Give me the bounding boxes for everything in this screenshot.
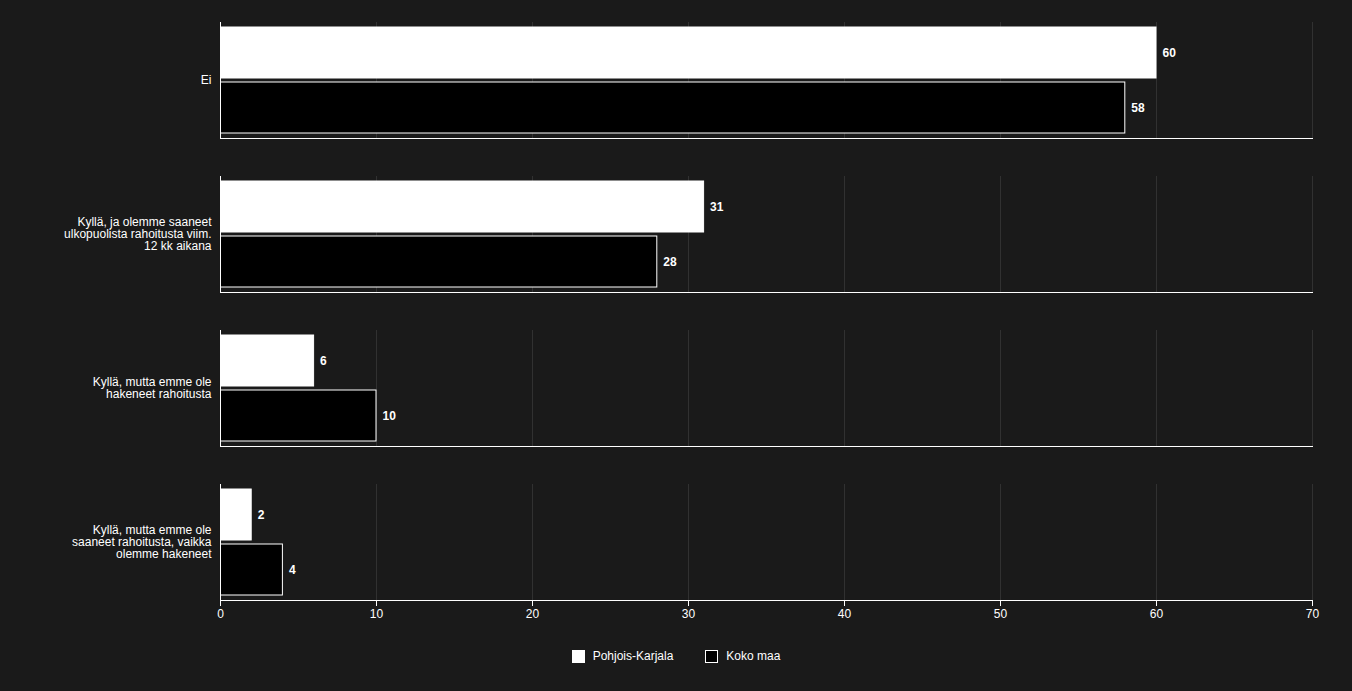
svg-text:0: 0 xyxy=(217,607,224,621)
svg-text:10: 10 xyxy=(370,607,384,621)
svg-text:28: 28 xyxy=(663,255,677,269)
svg-text:31: 31 xyxy=(710,200,724,214)
svg-text:Kyllä, mutta emme olehakeneet: Kyllä, mutta emme olehakeneet rahoitusta xyxy=(93,375,212,401)
svg-text:4: 4 xyxy=(289,563,296,577)
svg-text:30: 30 xyxy=(682,607,696,621)
svg-text:20: 20 xyxy=(526,607,540,621)
svg-text:6: 6 xyxy=(320,354,327,368)
svg-text:60: 60 xyxy=(1150,607,1164,621)
svg-text:Kyllä, mutta emme olesaaneet r: Kyllä, mutta emme olesaaneet rahoitusta,… xyxy=(72,523,212,561)
svg-text:70: 70 xyxy=(1306,607,1320,621)
svg-text:2: 2 xyxy=(258,508,265,522)
svg-text:Kyllä, ja olemme saaneetulkopu: Kyllä, ja olemme saaneetulkopuolista rah… xyxy=(64,215,212,253)
svg-text:50: 50 xyxy=(994,607,1008,621)
html-text:Pohjois-Karjala: Pohjois-Karjala xyxy=(592,649,674,663)
svg-text:58: 58 xyxy=(1131,101,1145,115)
svg-text:10: 10 xyxy=(383,409,397,423)
svg-text:Ei: Ei xyxy=(201,73,212,87)
svg-text:40: 40 xyxy=(838,607,852,621)
svg-text:60: 60 xyxy=(1163,46,1177,60)
html-text:Koko maa: Koko maa xyxy=(726,649,781,663)
